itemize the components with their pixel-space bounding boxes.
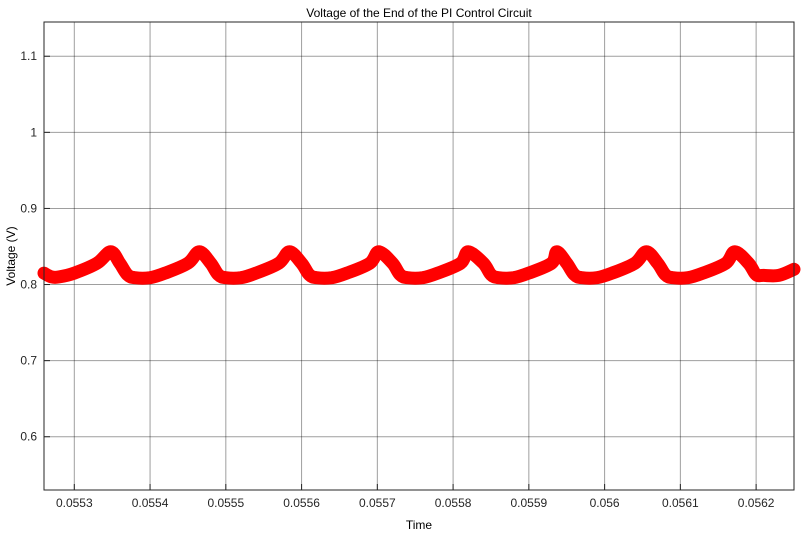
x-tick-label: 0.0556 [283,496,320,510]
y-axis-label: Voltage (V) [4,226,18,285]
y-tick-label: 0.7 [20,354,37,368]
x-tick-label: 0.056 [590,496,620,510]
y-tick-label: 1.1 [20,49,37,63]
x-tick-label: 0.0558 [435,496,472,510]
x-tick-label: 0.0559 [510,496,547,510]
x-tick-label: 0.0562 [738,496,775,510]
y-tick-label: 0.6 [20,430,37,444]
y-tick-label: 0.8 [20,278,37,292]
plot-frame [43,21,795,491]
x-tick-label: 0.0554 [132,496,169,510]
series-layer [37,245,801,285]
y-tick-label: 1 [30,125,37,139]
x-axis-label: Time [406,518,433,532]
x-tick-label: 0.0557 [359,496,396,510]
x-tick-label: 0.0561 [662,496,699,510]
x-tick-label: 0.0555 [207,496,244,510]
y-tick-labels: 0.6 0.7 0.8 0.9 1 1.1 [20,49,50,444]
y-tick-label: 0.9 [20,201,37,215]
chart-title: Voltage of the End of the PI Control Cir… [306,6,532,20]
voltage-series-line [37,245,801,285]
x-tick-label: 0.0553 [56,496,93,510]
x-tick-labels: 0.0553 0.0554 0.0555 0.0556 0.0557 0.0558 0.05… [56,484,775,510]
plot-area [43,21,795,491]
